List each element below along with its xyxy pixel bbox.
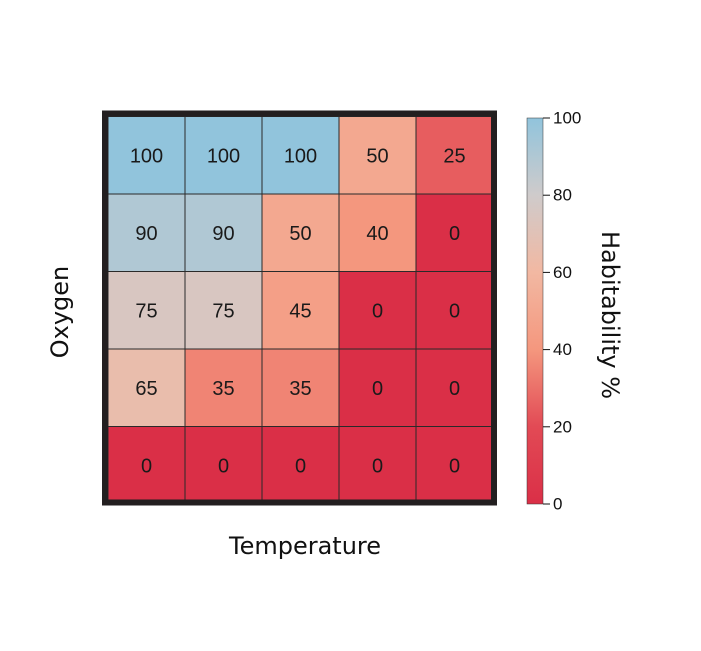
cell-value-label: 0 [218,455,229,477]
heatmap-cell [338,116,417,195]
heatmap-frame [102,110,497,506]
colorbar-ticks: 0 20 40 60 80 100 [543,109,581,514]
cell-value-label: 50 [366,145,388,167]
cell-value-label: 0 [449,300,460,322]
heatmap-cell [107,426,186,505]
heatmap-cell [415,348,494,427]
cell-value-label: 100 [130,145,163,167]
heatmap-cell [415,193,494,272]
cell-value-label: 25 [443,145,465,167]
cell-value-label: 0 [449,378,460,400]
colorbar-tick-label: 80 [553,186,572,205]
heatmap-cell [184,116,263,195]
cell-value-label: 0 [372,378,383,400]
heatmap-cell [261,193,340,272]
heatmap-cell [261,426,340,505]
heatmap-cell [184,426,263,505]
cell-value-label: 0 [372,300,383,322]
heatmap-cell [415,116,494,195]
cell-value-label: 0 [372,455,383,477]
heatmap-cell [107,116,186,195]
colorbar-label: Habitability % [596,231,624,399]
cell-value-label: 40 [366,223,388,245]
cell-value-label: 45 [289,300,311,322]
cell-value-label: 90 [135,223,157,245]
heatmap-cell [338,271,417,350]
heatmap-cell [107,193,186,272]
colorbar-tick-label: 60 [553,263,572,282]
cell-value-label: 50 [289,223,311,245]
cell-value-label: 0 [449,223,460,245]
cell-value-label: 0 [295,455,306,477]
heatmap-cell [338,348,417,427]
heatmap-cell [184,271,263,350]
x-axis-label: Temperature [228,532,381,560]
cell-value-label: 75 [135,300,157,322]
cell-value-label: 35 [289,378,311,400]
cell-value-label: 90 [212,223,234,245]
heatmap-cell [415,426,494,505]
cell-value-label: 0 [141,455,152,477]
colorbar [526,117,544,505]
cell-value-label: 100 [207,145,240,167]
heatmap-cells: 100 100 100 50 25 90 90 50 40 0 75 75 45 0 0 65 35 35 0 0 0 0… [107,116,494,505]
colorbar-tick-label: 40 [553,340,572,359]
cell-value-label: 75 [212,300,234,322]
heatmap-cell [261,348,340,427]
cell-value-label: 35 [212,378,234,400]
y-axis-label: Oxygen [46,266,74,359]
colorbar-tick-label: 20 [553,417,572,436]
colorbar-tick-label: 100 [553,109,581,128]
cell-value-label: 65 [135,378,157,400]
colorbar-tick-label: 0 [553,495,562,514]
heatmap-cell [261,271,340,350]
cell-value-label: 0 [449,455,460,477]
heatmap-cell [184,348,263,427]
cell-value-label: 100 [284,145,317,167]
